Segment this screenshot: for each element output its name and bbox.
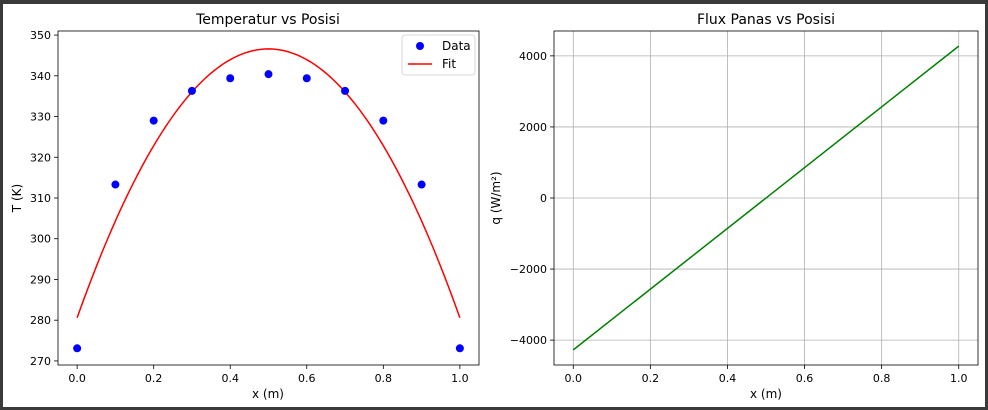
temperature-chart-title: Temperatur vs Posisi bbox=[195, 12, 340, 28]
x-tick-label: 0.4 bbox=[719, 372, 737, 385]
heat-flux-plot: Flux Panas vs Posisi −4000 −2000 0 2000 4000… bbox=[489, 12, 979, 401]
temperature-x-ticks: 0.0 0.2 0.4 0.6 0.8 1.0 bbox=[68, 365, 469, 385]
heat-flux-x-axis-label: x (m) bbox=[750, 387, 782, 401]
x-tick-label: 0.8 bbox=[873, 372, 891, 385]
y-tick-label: 310 bbox=[30, 192, 51, 205]
data-point bbox=[264, 70, 273, 79]
x-tick-label: 0.0 bbox=[565, 372, 583, 385]
y-tick-label: 300 bbox=[30, 233, 51, 246]
y-tick-label: 330 bbox=[30, 111, 51, 124]
y-tick-label: 350 bbox=[30, 29, 51, 42]
heat-flux-y-ticks: −4000 −2000 0 2000 4000 bbox=[510, 50, 554, 347]
data-point bbox=[417, 180, 426, 189]
y-tick-label: −4000 bbox=[510, 334, 547, 347]
legend-fit-label: Fit bbox=[442, 57, 456, 71]
y-tick-label: 4000 bbox=[519, 50, 547, 63]
data-point bbox=[73, 344, 82, 353]
heat-flux-chart-title: Flux Panas vs Posisi bbox=[697, 12, 835, 28]
x-tick-label: 1.0 bbox=[950, 372, 968, 385]
legend-data-label: Data bbox=[442, 39, 471, 53]
x-tick-label: 0.8 bbox=[375, 372, 393, 385]
temperature-axes-frame bbox=[57, 30, 480, 366]
heat-flux-x-ticks: 0.0 0.2 0.4 0.6 0.8 1.0 bbox=[565, 365, 968, 385]
y-tick-label: 320 bbox=[30, 151, 51, 164]
y-tick-label: 2000 bbox=[519, 121, 547, 134]
y-tick-label: −2000 bbox=[510, 263, 547, 276]
data-point bbox=[455, 344, 464, 353]
y-tick-label: 340 bbox=[30, 70, 51, 83]
temperature-plot: Temperatur vs Posisi 270 280 290 300 310 320 3… bbox=[10, 12, 480, 401]
legend-data-marker bbox=[416, 42, 424, 50]
y-tick-label: 290 bbox=[30, 273, 51, 286]
x-tick-label: 0.4 bbox=[221, 372, 239, 385]
x-tick-label: 1.0 bbox=[451, 372, 469, 385]
data-point bbox=[302, 74, 311, 83]
x-tick-label: 0.6 bbox=[298, 372, 316, 385]
heat-flux-axes-frame bbox=[553, 30, 979, 366]
heat-flux-y-axis-label: q (W/m²) bbox=[489, 171, 503, 224]
x-tick-label: 0.6 bbox=[796, 372, 814, 385]
data-point bbox=[111, 180, 120, 189]
x-tick-label: 0.2 bbox=[642, 372, 660, 385]
y-tick-label: 0 bbox=[540, 192, 547, 205]
x-tick-label: 0.0 bbox=[68, 372, 86, 385]
data-point bbox=[149, 116, 158, 125]
data-point bbox=[341, 86, 350, 95]
x-tick-label: 0.2 bbox=[145, 372, 163, 385]
temperature-y-ticks: 270 280 290 300 310 320 330 340 350 bbox=[30, 29, 58, 368]
data-points bbox=[73, 70, 464, 353]
y-tick-label: 270 bbox=[30, 355, 51, 368]
data-point bbox=[187, 86, 196, 95]
fit-curve bbox=[76, 48, 461, 319]
legend: Data Fit bbox=[401, 34, 476, 76]
data-point bbox=[379, 116, 388, 125]
y-tick-label: 280 bbox=[30, 314, 51, 327]
temperature-y-axis-label: T (K) bbox=[10, 184, 24, 213]
data-point bbox=[226, 74, 235, 83]
heat-flux-grid bbox=[554, 31, 978, 365]
temperature-x-axis-label: x (m) bbox=[252, 387, 284, 401]
heat-flux-line bbox=[572, 45, 960, 351]
